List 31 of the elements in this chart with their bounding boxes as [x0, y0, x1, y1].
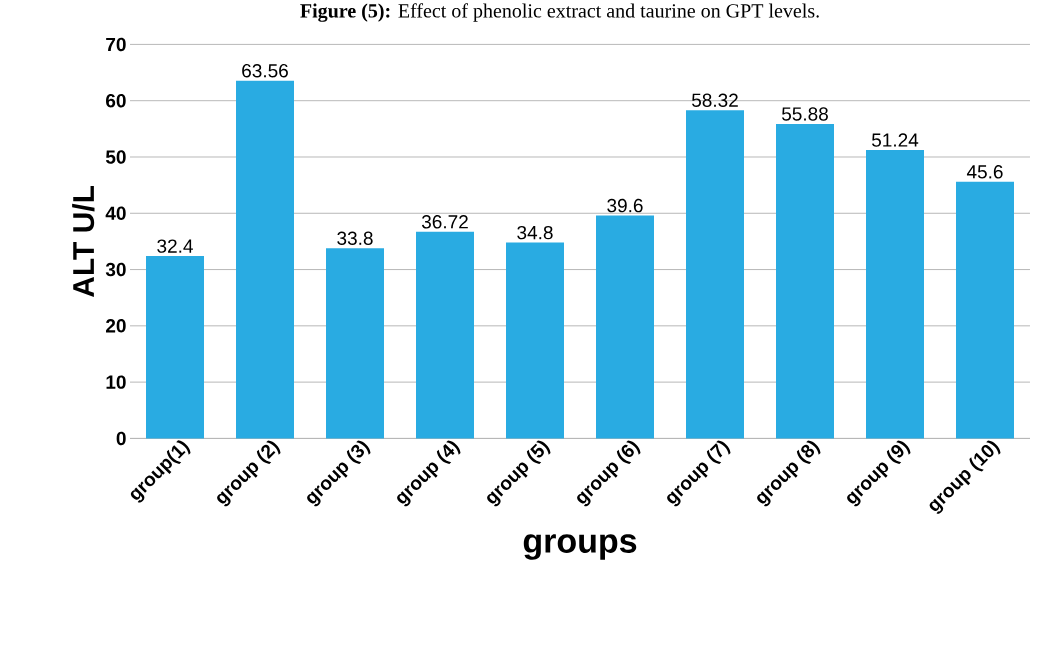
x-axis-title: groups — [523, 534, 637, 560]
bar — [866, 149, 924, 439]
data-label: 63.56 — [242, 63, 288, 78]
data-label: 58.32 — [691, 93, 738, 107]
bar — [596, 215, 655, 439]
chart-title: Figure (5): Effect of phenolic extract and taurine on GPT levels. — [300, 3, 819, 22]
data-label: 39.6 — [607, 198, 643, 213]
bar — [956, 181, 1014, 439]
bar — [416, 231, 474, 439]
y-tick-label: 40 — [105, 206, 126, 220]
y-tick-label: 30 — [105, 262, 126, 277]
bar — [326, 247, 385, 439]
data-label: 36.72 — [421, 214, 468, 229]
y-tick-label: 10 — [106, 375, 126, 389]
bar — [776, 123, 834, 439]
bar — [146, 255, 205, 439]
data-label: 32.4 — [157, 239, 193, 253]
y-axis-title: ALT U/L — [72, 185, 95, 297]
y-tick-label: 0 — [116, 431, 126, 445]
data-label: 33.8 — [337, 231, 373, 245]
data-label: 55.88 — [781, 107, 828, 121]
y-tick-label: 20 — [106, 318, 126, 333]
bar — [686, 109, 744, 439]
data-label: 34.8 — [517, 225, 553, 240]
y-tick-label: 50 — [105, 150, 126, 164]
bar — [236, 80, 295, 439]
y-tick-label: 60 — [106, 93, 126, 108]
y-tick-label: 70 — [106, 37, 126, 51]
bar — [506, 242, 564, 439]
data-label: 51.24 — [871, 133, 919, 147]
data-label: 45.6 — [966, 164, 1003, 179]
